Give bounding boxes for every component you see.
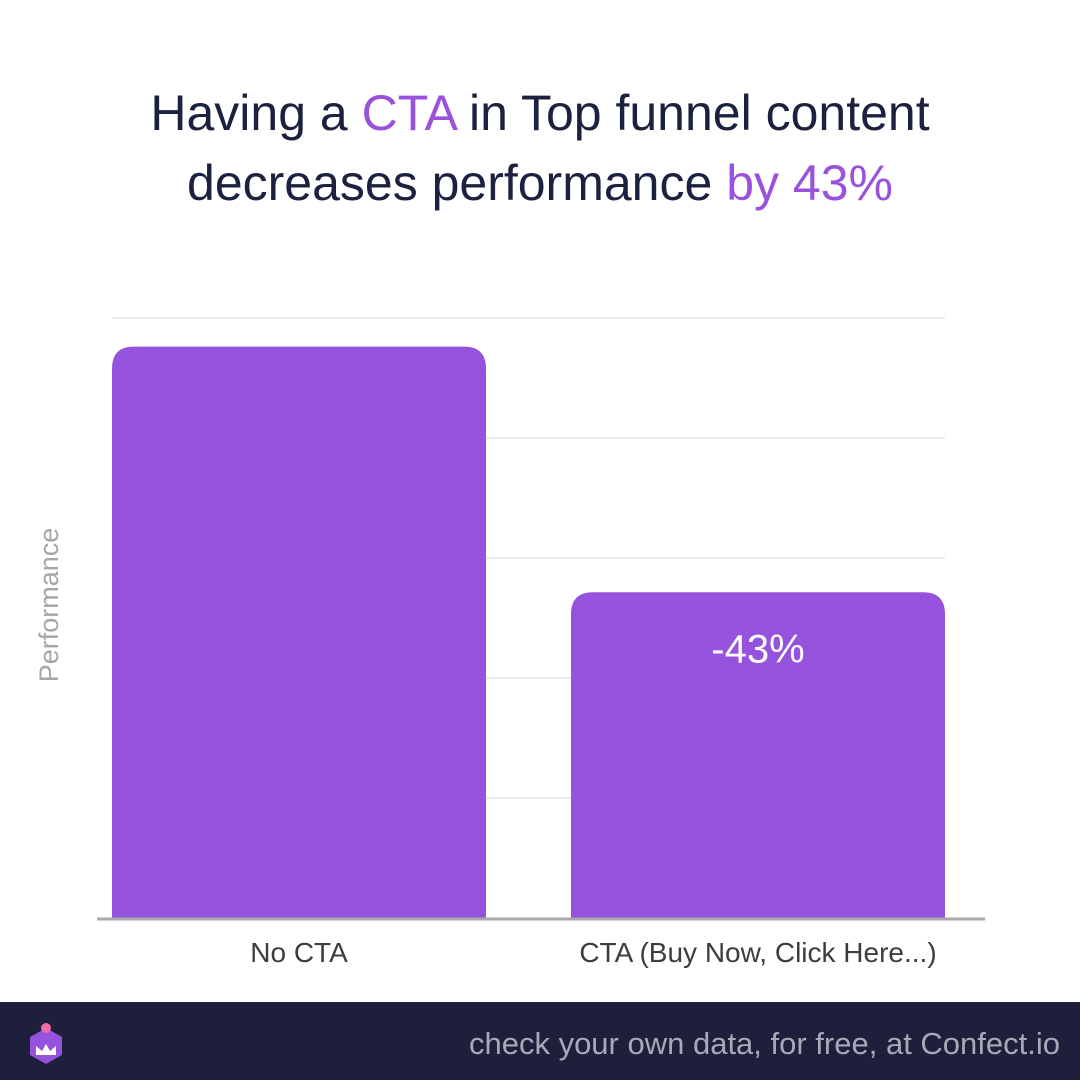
footer-banner: check your own data, for free, at Confec…: [0, 1002, 1080, 1080]
x-tick-labels: No CTA CTA (Buy Now, Click Here...): [250, 937, 936, 968]
title-text: decreases performance: [187, 155, 727, 211]
x-tick-label: No CTA: [250, 937, 348, 968]
footer-link[interactable]: check your own data, for free, at Confec…: [468, 1026, 1060, 1061]
bar-chart: No CTA CTA (Buy Now, Click Here...) -43% …: [34, 317, 985, 968]
confect-logo-icon[interactable]: [22, 1022, 70, 1070]
chart-title: Having a CTA in Top funnel content decre…: [0, 78, 1080, 218]
bar-0: [112, 346, 486, 919]
title-line-2: decreases performance by 43%: [0, 148, 1080, 218]
y-axis-label: Performance: [34, 528, 64, 683]
title-text: Having a: [150, 85, 362, 141]
title-accent: CTA: [361, 85, 456, 141]
data-labels: -43%: [711, 627, 804, 671]
title-text: in Top funnel content: [455, 85, 930, 141]
data-label: -43%: [711, 627, 804, 671]
x-tick-label: CTA (Buy Now, Click Here...): [579, 937, 936, 968]
bar-1: [571, 592, 945, 918]
bars: [112, 346, 945, 919]
title-accent: by 43%: [726, 155, 893, 211]
title-line-1: Having a CTA in Top funnel content: [0, 78, 1080, 148]
